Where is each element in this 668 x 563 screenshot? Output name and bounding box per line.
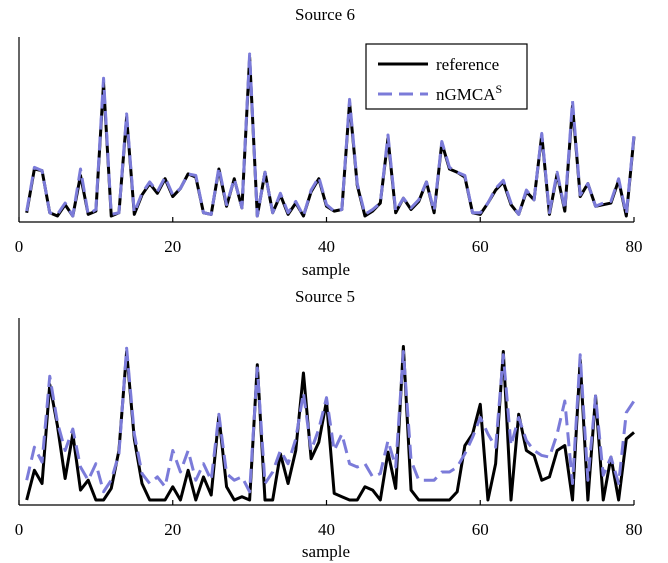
- x-tick-group: 0 20 40 60 80: [15, 217, 643, 256]
- x-tick-label-40: 40: [318, 520, 335, 539]
- legend: reference nGMCAS: [365, 43, 528, 110]
- x-tick-label-40: 40: [318, 237, 335, 256]
- series-line-reference: [25, 345, 635, 502]
- legend-label-ngmca-sup: S: [496, 82, 503, 96]
- x-axis-label: sample: [302, 542, 350, 561]
- legend-label-ngmca-main: nGMCA: [436, 85, 496, 104]
- x-tick-label-60: 60: [472, 237, 489, 256]
- x-tick-label-20: 20: [164, 520, 181, 539]
- chart-source-6: Source 6 0 20 40 60 80 sample reference nGMC…: [15, 5, 643, 279]
- chart-title: Source 6: [295, 5, 355, 24]
- x-tick-label-60: 60: [472, 520, 489, 539]
- legend-label-reference: reference: [436, 55, 499, 74]
- x-tick-label-80: 80: [626, 237, 643, 256]
- chart-title: Source 5: [295, 287, 355, 306]
- chart-source-5: Source 5 0 20 40 60 80 sample: [15, 287, 643, 561]
- series-line-ngmca-s: [25, 52, 636, 218]
- x-tick-label-0: 0: [15, 520, 24, 539]
- legend-label-ngmca: nGMCAS: [436, 82, 502, 104]
- series-group: [25, 52, 636, 218]
- x-tick-label-20: 20: [164, 237, 181, 256]
- series-line-ngmca-s: [25, 346, 636, 494]
- x-tick-label-0: 0: [15, 237, 24, 256]
- legend-box: [365, 43, 528, 110]
- x-axis-label: sample: [302, 260, 350, 279]
- x-tick-group: 0 20 40 60 80: [15, 500, 643, 539]
- series-group: [25, 345, 636, 502]
- x-tick-label-80: 80: [626, 520, 643, 539]
